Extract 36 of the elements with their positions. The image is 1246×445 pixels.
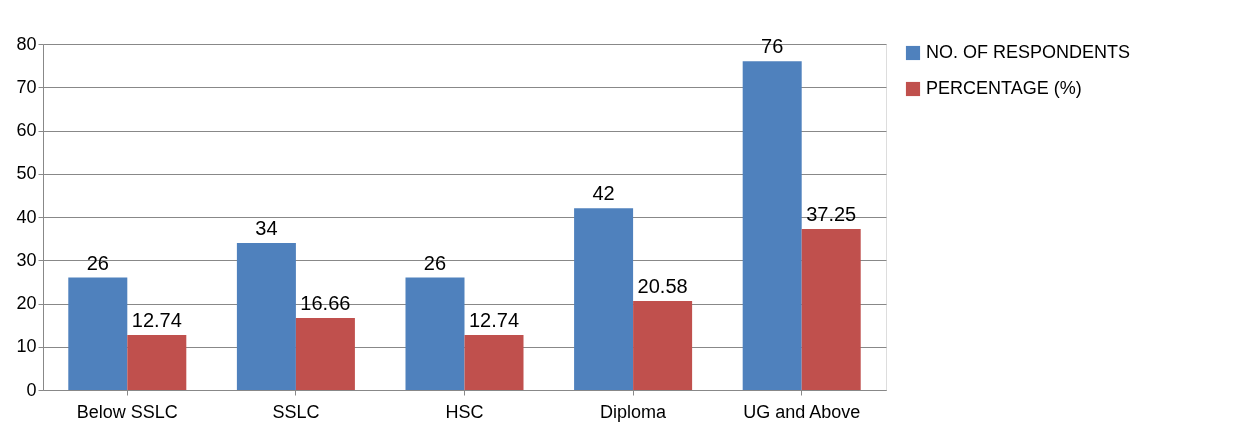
x-tick-label: UG and Above bbox=[743, 401, 861, 422]
data-label: 26 bbox=[86, 251, 109, 274]
bar bbox=[633, 300, 693, 390]
y-tick-label: 30 bbox=[16, 249, 37, 270]
bar bbox=[742, 61, 802, 390]
bar bbox=[295, 317, 355, 390]
data-label: 76 bbox=[761, 35, 784, 58]
y-tick-label: 10 bbox=[16, 336, 37, 357]
bar bbox=[405, 277, 465, 390]
bar bbox=[801, 228, 861, 390]
bar bbox=[236, 242, 296, 390]
legend-label: NO. OF RESPONDENTS bbox=[926, 42, 1131, 62]
data-label: 37.25 bbox=[806, 202, 857, 225]
x-tick-label: HSC bbox=[445, 401, 484, 422]
bar bbox=[127, 334, 187, 390]
y-tick-label: 80 bbox=[16, 33, 37, 54]
data-label: 26 bbox=[423, 251, 447, 274]
y-tick-label: 70 bbox=[16, 76, 37, 97]
data-label: 12.74 bbox=[131, 308, 182, 331]
data-label: 42 bbox=[592, 182, 615, 205]
x-tick-label: Diploma bbox=[600, 401, 668, 422]
y-tick-label: 50 bbox=[16, 163, 37, 184]
x-tick-label: SSLC bbox=[272, 401, 320, 422]
data-label: 20.58 bbox=[637, 274, 688, 297]
x-tick-label: Below SSLC bbox=[76, 401, 178, 422]
y-tick-label: 0 bbox=[26, 379, 37, 400]
bar bbox=[574, 208, 634, 390]
data-label: 12.74 bbox=[468, 308, 520, 331]
y-tick-label: 40 bbox=[16, 206, 37, 227]
y-tick-label: 60 bbox=[16, 120, 37, 140]
data-label: 16.66 bbox=[300, 291, 351, 314]
bar bbox=[464, 334, 524, 390]
y-tick-label: 20 bbox=[16, 293, 37, 313]
legend-label: PERCENTAGE (%) bbox=[926, 78, 1082, 98]
data-label: 34 bbox=[255, 216, 278, 239]
bar bbox=[68, 277, 128, 390]
